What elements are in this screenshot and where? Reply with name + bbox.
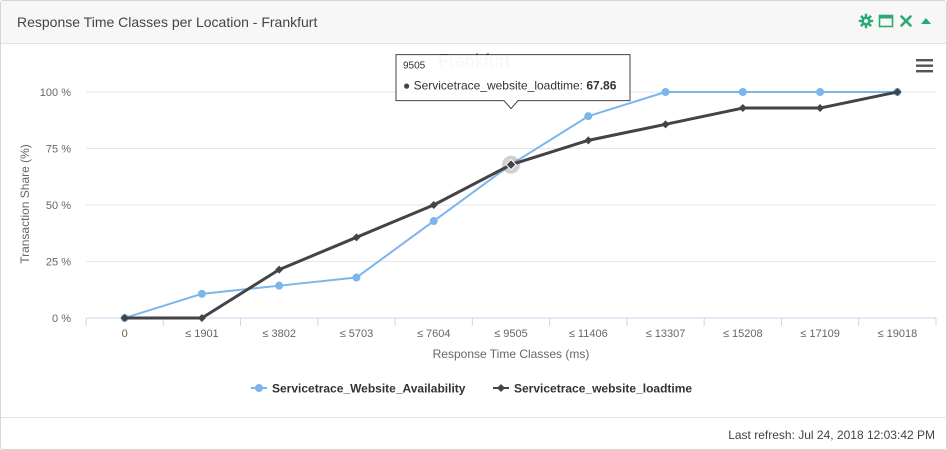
data-point[interactable] <box>816 104 825 113</box>
data-point[interactable] <box>584 136 593 145</box>
tooltip-box <box>395 54 631 110</box>
hamburger-menu-icon[interactable] <box>916 59 933 73</box>
maximize-icon[interactable] <box>878 13 894 29</box>
tooltip-series-line: ● Servicetrace_website_loadtime: 67.86 <box>403 79 617 93</box>
x-tick-label: ≤ 17109 <box>800 328 840 340</box>
data-point[interactable] <box>584 112 593 121</box>
data-point[interactable] <box>352 273 361 282</box>
legend-label: Servicetrace_website_loadtime <box>514 382 692 396</box>
gear-icon[interactable] <box>858 13 874 29</box>
x-tick-label: ≤ 3802 <box>262 328 296 340</box>
data-point[interactable] <box>738 104 747 113</box>
x-tick-label: ≤ 19018 <box>878 328 918 340</box>
data-point[interactable] <box>275 281 284 290</box>
data-point[interactable] <box>352 233 361 242</box>
panel-header: Response Time Classes per Location - Fra… <box>1 1 946 44</box>
last-refresh-text: Last refresh: Jul 24, 2018 12:03:42 PM <box>728 428 935 442</box>
legend-label: Servicetrace_Website_Availability <box>272 382 466 396</box>
tooltip: 9505 ● Servicetrace_website_loadtime: 67.… <box>395 54 631 110</box>
y-tick-label: 0 % <box>52 313 71 325</box>
data-point[interactable] <box>661 88 670 96</box>
data-point[interactable] <box>738 88 747 96</box>
data-point[interactable] <box>275 265 284 274</box>
x-tick-label: ≤ 9505 <box>494 328 528 340</box>
line-chart: Frankfurt 0 %25 %50 %75 %100 % 0≤ 1901≤ … <box>18 51 937 396</box>
data-point[interactable] <box>893 88 902 96</box>
chart-area: Frankfurt 0 %25 %50 %75 %100 % 0≤ 1901≤ … <box>1 44 946 416</box>
panel-footer: Last refresh: Jul 24, 2018 12:03:42 PM <box>1 417 946 450</box>
x-tick-label: ≤ 11406 <box>569 328 608 340</box>
x-tick-label: 0 <box>122 328 128 340</box>
x-tick-label: ≤ 1901 <box>185 328 219 340</box>
tooltip-category: 9505 <box>403 61 426 72</box>
panel-header-icons <box>858 13 934 31</box>
data-point[interactable] <box>197 314 206 322</box>
x-tick-label: ≤ 5703 <box>340 328 374 340</box>
legend-marker <box>255 384 263 392</box>
data-point[interactable] <box>120 314 129 322</box>
close-icon[interactable] <box>898 13 914 29</box>
data-point[interactable] <box>197 289 206 298</box>
data-point[interactable] <box>429 201 438 209</box>
y-tick-label: 25 % <box>46 257 71 269</box>
collapse-icon[interactable] <box>918 13 934 29</box>
x-axis-label: Response Time Classes (ms) <box>433 347 590 361</box>
panel-title: Response Time Classes per Location - Fra… <box>17 14 318 30</box>
hovered-point[interactable] <box>505 158 517 171</box>
data-point[interactable] <box>429 217 438 226</box>
y-tick-label: 100 % <box>40 87 71 99</box>
x-tick-label: ≤ 13307 <box>646 328 686 340</box>
y-tick-label: 75 % <box>46 144 71 156</box>
legend-item-1[interactable]: Servicetrace_website_loadtime <box>493 382 692 396</box>
legend-item-0[interactable]: Servicetrace_Website_Availability <box>251 382 466 396</box>
data-point[interactable] <box>661 120 670 129</box>
legend-marker <box>497 384 505 392</box>
data-point[interactable] <box>816 88 825 96</box>
x-tick-label: ≤ 7604 <box>417 328 451 340</box>
x-tick-label: ≤ 15208 <box>723 328 763 340</box>
y-axis-label: Transaction Share (%) <box>18 144 32 264</box>
y-tick-label: 50 % <box>46 200 71 212</box>
